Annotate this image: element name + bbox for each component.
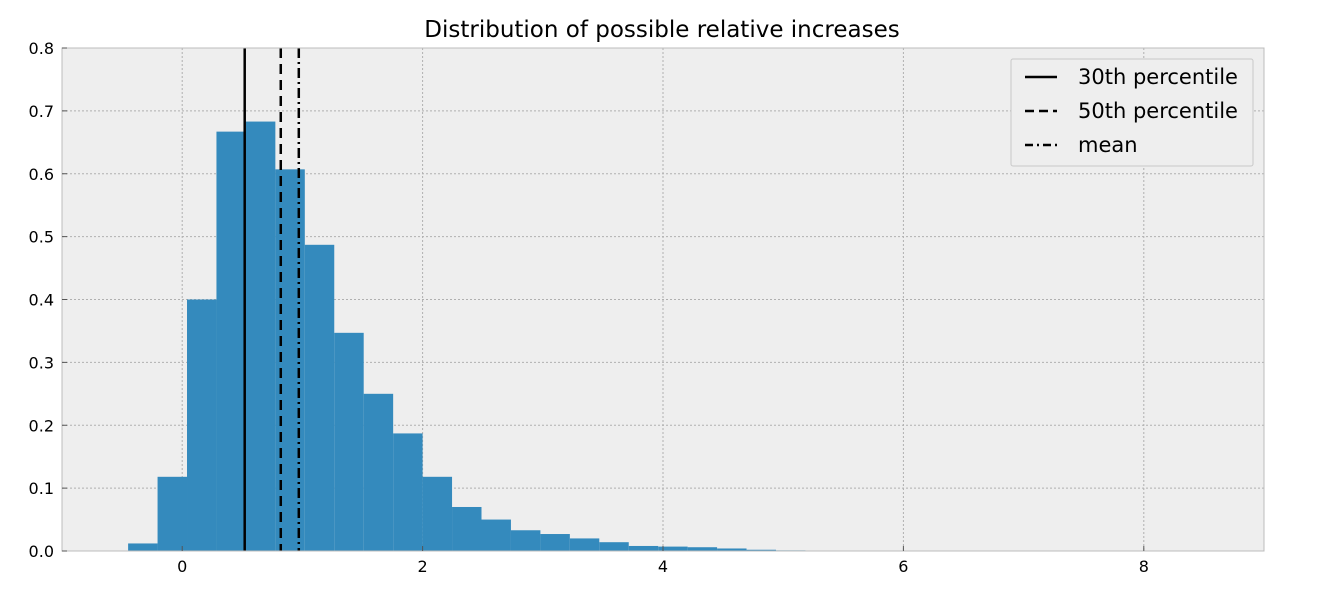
y-tick-label: 0.5 [29, 228, 54, 247]
y-tick-label: 0.7 [29, 102, 54, 121]
legend-label: mean [1078, 133, 1138, 157]
histogram-bar [687, 547, 718, 551]
y-tick-label: 0.8 [29, 39, 54, 58]
histogram-bar [510, 530, 541, 551]
y-tick-label: 0.2 [29, 416, 54, 435]
y-tick-label: 0.3 [29, 353, 54, 372]
legend: 30th percentile 50th percentile mean [1010, 58, 1254, 167]
histogram-bar [128, 543, 158, 551]
legend-box [1010, 58, 1254, 167]
axis-ticks: 0 2 4 6 8 0.0 0.1 0.2 0.3 0.4 0.5 0.6 0.7 0.8 [29, 39, 1149, 576]
histogram-bar [599, 542, 629, 551]
histogram-bar [245, 121, 276, 551]
histogram-bar [628, 545, 659, 551]
histogram-bar [334, 332, 364, 551]
histogram-bar [157, 476, 188, 551]
histogram-bar [452, 506, 482, 551]
chart-title: Distribution of possible relative increa… [424, 17, 899, 43]
legend-label: 30th percentile [1078, 65, 1238, 89]
histogram-bar [658, 546, 688, 551]
y-tick-label: 0.0 [29, 542, 54, 561]
histogram-bar [569, 538, 600, 551]
histogram-bar [304, 244, 335, 551]
histogram-bar [540, 534, 570, 551]
x-tick-label: 6 [898, 557, 908, 576]
x-tick-label: 4 [658, 557, 668, 576]
y-tick-label: 0.6 [29, 165, 54, 184]
reference-lines [243, 48, 301, 551]
histogram-bar [363, 393, 394, 551]
histogram-bar [717, 548, 747, 551]
histogram-bar [393, 433, 423, 551]
x-tick-label: 0 [177, 557, 187, 576]
histogram-bar [746, 549, 776, 551]
histogram-bar [216, 131, 246, 551]
y-tick-label: 0.1 [29, 479, 54, 498]
histogram-bar [187, 299, 217, 551]
x-tick-label: 8 [1139, 557, 1149, 576]
x-tick-label: 2 [418, 557, 428, 576]
y-tick-label: 0.4 [29, 291, 54, 310]
histogram-bar [481, 519, 511, 551]
legend-label: 50th percentile [1078, 99, 1238, 123]
histogram-bar [422, 476, 453, 551]
